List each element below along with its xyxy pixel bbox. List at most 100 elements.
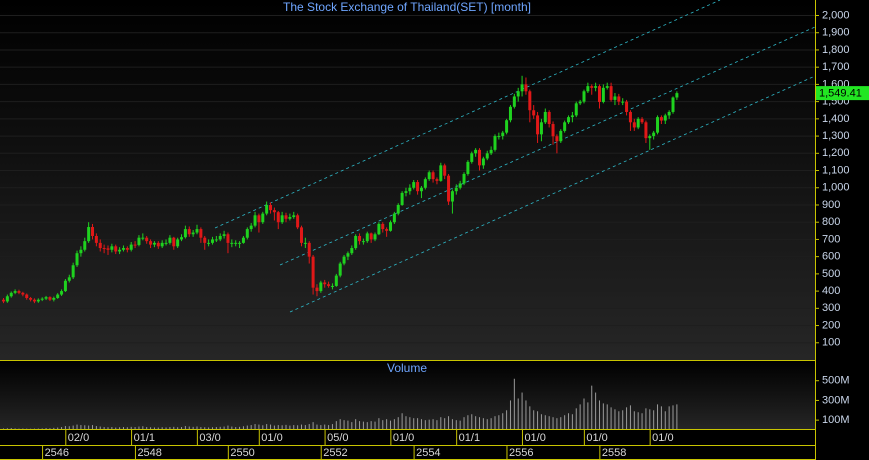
- candle-body: [199, 229, 203, 238]
- candle-body: [83, 241, 87, 250]
- candle-body: [474, 149, 478, 154]
- y-tick-label: 200: [822, 319, 840, 331]
- volume-bars: [3, 378, 678, 430]
- candle-body: [431, 172, 435, 180]
- y-tick-label: 900: [822, 199, 840, 211]
- candle-body: [559, 130, 563, 142]
- candle-body: [671, 97, 675, 112]
- candle-body: [98, 242, 102, 249]
- candle-body: [636, 118, 640, 128]
- candle-body: [307, 242, 311, 257]
- candle-body: [87, 227, 91, 242]
- candle-body: [597, 86, 601, 102]
- candle-body: [338, 263, 342, 276]
- y-tick-label: 1,700: [822, 61, 850, 73]
- candle-body: [292, 215, 296, 218]
- candle-body: [659, 117, 663, 121]
- grid: [0, 15, 815, 344]
- y-tick-label: 500: [822, 268, 840, 280]
- y-tick-label: 700: [822, 233, 840, 245]
- candle-body: [447, 175, 451, 202]
- candle-body: [520, 84, 524, 92]
- candle-body: [265, 204, 269, 214]
- candle-body: [32, 299, 36, 302]
- candle-body: [532, 110, 536, 116]
- y-tick-label: 2,000: [822, 9, 850, 21]
- x-tick-label: 03/0: [199, 432, 220, 444]
- x-tick-label: 01/1: [134, 432, 155, 444]
- candle-body: [342, 256, 346, 264]
- candles: [2, 75, 679, 304]
- period-label: 2548: [137, 447, 161, 459]
- x-tick-label: 01/0: [586, 432, 607, 444]
- candle-body: [121, 248, 125, 250]
- candle-body: [152, 242, 156, 245]
- channel-upper: [214, 0, 721, 229]
- candle-body: [253, 215, 257, 226]
- volume-tick-label: 100M: [822, 414, 850, 426]
- candle-body: [296, 215, 300, 228]
- candle-body: [675, 93, 679, 98]
- candle-body: [385, 229, 389, 231]
- candle-body: [25, 294, 29, 298]
- candle-body: [210, 239, 214, 243]
- period-label: 2556: [509, 447, 533, 459]
- candle-body: [238, 242, 242, 244]
- candle-body: [497, 136, 501, 138]
- candle-body: [570, 115, 574, 118]
- y-tick-label: 1,000: [822, 182, 850, 194]
- candle-body: [183, 229, 187, 238]
- candle-body: [512, 96, 516, 107]
- candle-body: [214, 239, 218, 241]
- candle-body: [2, 299, 5, 302]
- candle-body: [462, 173, 466, 184]
- candle-body: [365, 233, 369, 242]
- volume-tick-label: 500M: [822, 375, 850, 387]
- candle-body: [102, 248, 106, 250]
- candle-body: [628, 111, 632, 123]
- candle-body: [427, 172, 431, 180]
- candle-body: [567, 117, 571, 123]
- y-tick-label: 600: [822, 251, 840, 263]
- candle-body: [481, 158, 485, 166]
- candle-body: [404, 191, 408, 193]
- candle-body: [272, 210, 276, 213]
- candle-body: [373, 234, 377, 240]
- candle-body: [656, 117, 660, 133]
- x-tick-label: 01/0: [652, 432, 673, 444]
- candle-body: [156, 242, 160, 247]
- candle-body: [21, 292, 25, 295]
- candle-body: [617, 96, 621, 102]
- candle-body: [578, 101, 582, 104]
- y-tick-label: 1,200: [822, 147, 850, 159]
- x-tick-label: 01/0: [261, 432, 282, 444]
- candle-body: [478, 149, 482, 166]
- candle-body: [450, 191, 454, 202]
- candle-body: [226, 234, 230, 243]
- candle-body: [493, 136, 497, 150]
- candle-body: [323, 282, 327, 285]
- candle-body: [423, 179, 427, 188]
- candle-body: [234, 242, 238, 244]
- period-label: 2552: [323, 447, 347, 459]
- candle-body: [582, 91, 586, 102]
- y-tick-label: 800: [822, 216, 840, 228]
- candle-body: [586, 86, 590, 92]
- candle-body: [361, 241, 365, 243]
- candle-body: [52, 297, 56, 300]
- candle-body: [400, 192, 404, 205]
- candle-body: [17, 291, 21, 293]
- x-tick-label: 01/0: [393, 432, 414, 444]
- candle-body: [505, 120, 509, 133]
- candle-body: [563, 122, 567, 131]
- candle-body: [389, 222, 392, 231]
- candle-body: [613, 96, 617, 100]
- candle-body: [543, 111, 547, 123]
- candle-body: [435, 179, 439, 181]
- candle-body: [164, 242, 168, 244]
- candle-body: [110, 246, 114, 250]
- volume-title: Volume: [387, 361, 427, 375]
- candle-body: [594, 86, 598, 88]
